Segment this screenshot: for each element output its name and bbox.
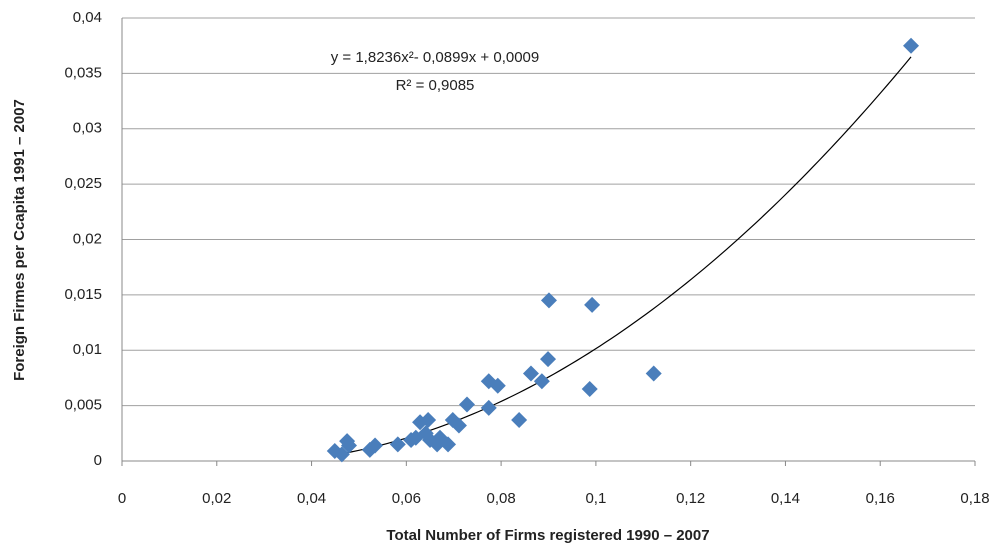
- point: [422, 431, 439, 448]
- x-tick-label: 0,02: [202, 490, 231, 507]
- point: [361, 441, 378, 458]
- x-tick-label: 0,08: [487, 490, 516, 507]
- trend-equation: y = 1,8236x²- 0,0899x + 0,0009: [331, 49, 539, 66]
- point: [540, 292, 557, 309]
- x-tick-label: 0,06: [392, 490, 421, 507]
- trend-r2: R² = 0,9085: [396, 77, 475, 94]
- y-tick-label: 0,035: [64, 64, 102, 81]
- point: [533, 373, 550, 390]
- x-tick-label: 0,12: [676, 490, 705, 507]
- point: [339, 433, 356, 450]
- point: [444, 412, 461, 429]
- point: [584, 296, 601, 313]
- x-tick-label: 0,04: [297, 490, 326, 507]
- y-tick-label: 0: [94, 452, 102, 469]
- point: [903, 37, 920, 54]
- y-tick-label: 0,015: [64, 286, 102, 303]
- y-tick-label: 0,04: [73, 9, 102, 26]
- point: [540, 351, 557, 368]
- y-tick-label: 0,005: [64, 397, 102, 414]
- x-tick-label: 0,1: [585, 490, 606, 507]
- x-tick-label: 0: [118, 490, 126, 507]
- point: [403, 431, 420, 448]
- point: [389, 436, 406, 453]
- y-tick-label: 0,02: [73, 230, 102, 247]
- y-tick-label: 0,025: [64, 175, 102, 192]
- x-tick-label: 0,16: [866, 490, 895, 507]
- x-tick-label: 0,14: [771, 490, 800, 507]
- point: [522, 365, 539, 382]
- trendline: [334, 56, 912, 456]
- point: [511, 412, 528, 429]
- y-tick-label: 0,01: [73, 341, 102, 358]
- point: [458, 396, 475, 413]
- x-axis-title: Total Number of Firms registered 1990 – …: [386, 527, 709, 544]
- y-axis-title: Foreign Firmes per Ccapita 1991 – 2007: [11, 99, 28, 381]
- point: [480, 399, 497, 416]
- point: [581, 381, 598, 398]
- y-tick-label: 0,03: [73, 120, 102, 137]
- point: [412, 414, 429, 431]
- point: [333, 446, 350, 463]
- x-tick-label: 0,18: [960, 490, 989, 507]
- point: [645, 365, 662, 382]
- point: [480, 373, 497, 390]
